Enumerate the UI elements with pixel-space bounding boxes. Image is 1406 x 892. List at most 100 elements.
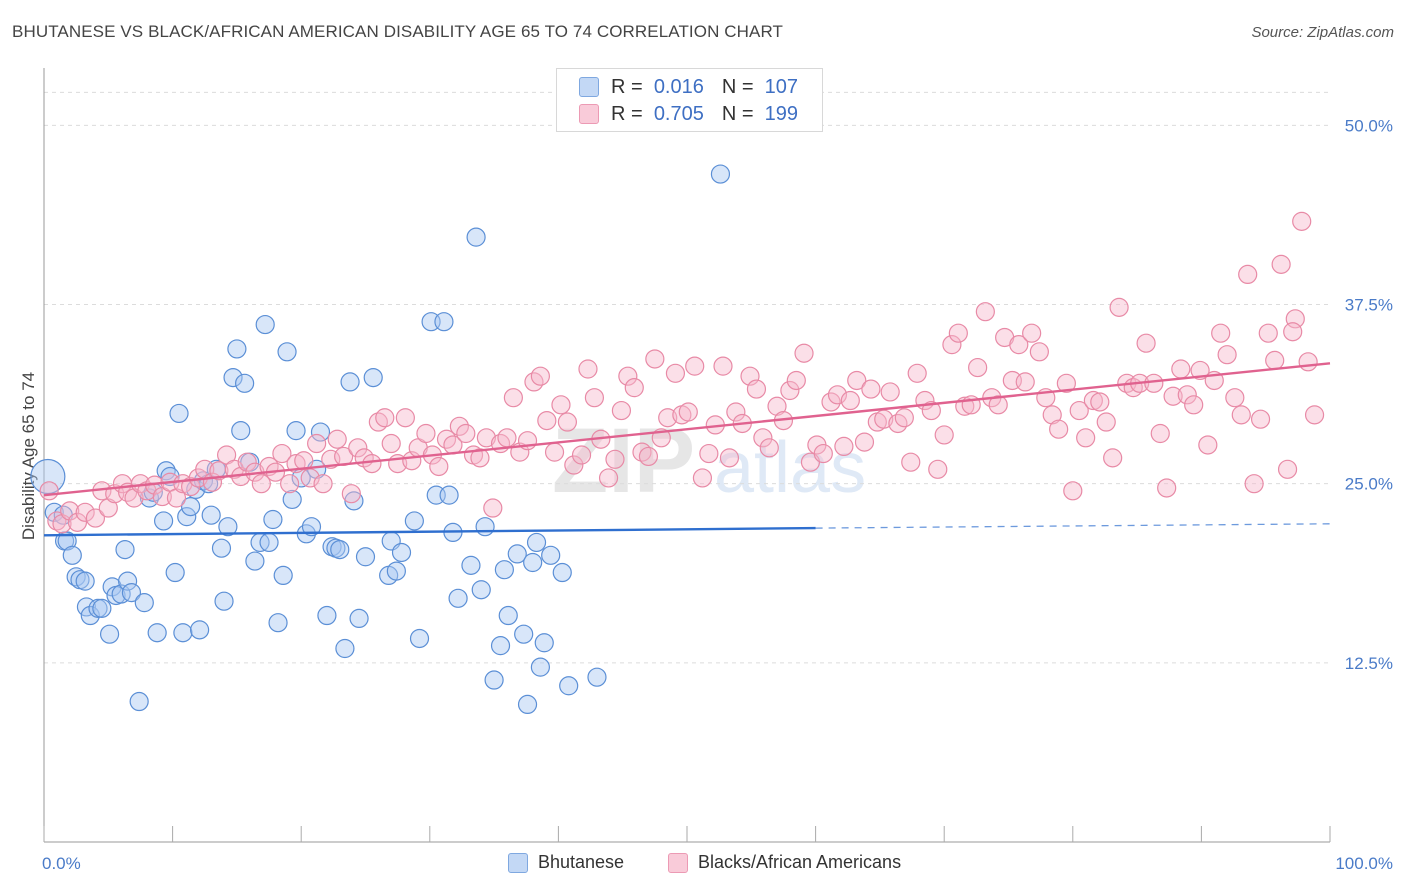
point-black-174: [1225, 388, 1245, 408]
point-bhutanese-65: [330, 539, 350, 560]
point-black-168: [1184, 395, 1204, 415]
point-black-49: [381, 433, 401, 454]
point-black-178: [1250, 409, 1271, 429]
point-bhutanese-80: [434, 312, 454, 332]
point-black-180: [1265, 350, 1285, 370]
point-black-151: [1069, 400, 1089, 421]
point-black-147: [1042, 405, 1062, 425]
legend-swatch-black: [668, 852, 688, 873]
point-black-54: [416, 423, 436, 444]
point-black-136: [968, 357, 988, 378]
point-black-91: [665, 363, 686, 383]
point-black-120: [861, 379, 881, 399]
point-black-100: [726, 402, 746, 422]
point-bhutanese-68: [344, 491, 364, 511]
zipatlas-watermark: ZIP atlas: [552, 410, 866, 512]
point-black-137: [975, 302, 995, 322]
point-black-48: [375, 408, 395, 428]
point-black-123: [880, 382, 900, 402]
point-bhutanese-53: [273, 565, 293, 586]
y-tick-label-1: 25.0%: [1345, 475, 1393, 494]
point-black-81: [598, 468, 619, 488]
point-black-148: [1049, 419, 1069, 439]
point-black-144: [1022, 323, 1042, 343]
point-black-166: [1171, 359, 1191, 379]
point-black-164: [1157, 478, 1177, 498]
legend-r-label: R =: [611, 75, 643, 98]
point-black-177: [1244, 474, 1264, 494]
point-black-155: [1096, 412, 1116, 432]
point-black-106: [767, 396, 787, 416]
point-bhutanese-86: [471, 580, 491, 600]
series-black-points: [39, 211, 1325, 534]
point-bhutanese-49: [255, 314, 275, 335]
point-black-96: [699, 443, 719, 464]
point-black-127: [907, 363, 927, 383]
source-label[interactable]: Source: ZipAtlas.com: [1251, 24, 1394, 41]
point-bhutanese-30: [173, 623, 193, 643]
point-black-4: [67, 512, 88, 532]
x-tick-labels: 0.0% 100.0%: [42, 854, 1393, 873]
legend-swatch-black: [579, 104, 599, 124]
point-bhutanese-69: [349, 608, 369, 629]
point-black-173: [1217, 345, 1237, 365]
point-black-149: [1056, 373, 1076, 393]
point-black-78: [578, 359, 598, 379]
point-black-153: [1083, 390, 1103, 411]
legend-n-value: 199: [764, 102, 798, 125]
point-bhutanese-39: [211, 538, 232, 558]
point-bhutanese-61: [310, 422, 331, 442]
point-black-98: [713, 356, 733, 376]
point-bhutanese-97: [530, 657, 550, 677]
point-bhutanese-70: [355, 547, 376, 567]
point-black-76: [564, 455, 584, 475]
point-black-73: [544, 442, 565, 462]
point-black-39: [313, 474, 333, 494]
correlation-legend: R = 0.016 N = 107 R = 0.705 N = 199: [556, 68, 823, 132]
point-black-154: [1090, 392, 1110, 412]
legend-item-bhutanese[interactable]: Bhutanese: [508, 852, 624, 873]
point-black-60: [456, 423, 476, 444]
point-black-83: [611, 400, 632, 421]
trend-line-extension-0: [815, 523, 1331, 529]
point-bhutanese-87: [475, 517, 495, 537]
point-black-85: [624, 378, 644, 398]
point-black-71: [530, 366, 550, 386]
point-bhutanese-52: [268, 613, 288, 633]
legend-row-black: R = 0.705 N = 199: [579, 101, 798, 127]
legend-label-black: Blacks/African Americans: [698, 852, 902, 872]
point-black-170: [1198, 435, 1218, 455]
point-black-0: [39, 481, 59, 501]
point-bhutanese-12: [92, 598, 112, 618]
point-black-67: [503, 388, 523, 408]
point-bhutanese-77: [409, 628, 430, 649]
point-black-125: [894, 408, 914, 428]
point-bhutanese-41: [218, 517, 238, 537]
point-black-82: [605, 449, 625, 469]
point-black-113: [813, 443, 833, 464]
x-tick-label-0: 0.0%: [42, 854, 81, 873]
point-black-104: [753, 428, 773, 448]
point-black-186: [1304, 405, 1325, 425]
legend-n-label: N =: [721, 102, 754, 125]
point-black-5: [75, 502, 95, 522]
legend-item-black[interactable]: Blacks/African Americans: [668, 852, 901, 873]
point-black-103: [746, 379, 767, 399]
point-black-84: [618, 366, 638, 386]
point-black-130: [928, 459, 948, 479]
point-black-46: [362, 454, 382, 474]
point-black-33: [272, 443, 292, 464]
point-bhutanese-102: [710, 164, 731, 184]
point-black-44: [348, 438, 368, 458]
point-black-142: [1009, 335, 1029, 355]
x-ticks: [43, 826, 1331, 842]
point-bhutanese-90: [494, 560, 514, 580]
point-black-150: [1063, 481, 1083, 501]
point-black-6: [85, 508, 106, 528]
point-bhutanese-17: [115, 539, 135, 560]
point-bhutanese-54: [277, 342, 297, 362]
point-bhutanese-67: [340, 372, 360, 392]
point-black-119: [854, 432, 875, 452]
point-bhutanese-96: [526, 532, 547, 553]
point-black-77: [571, 445, 592, 465]
